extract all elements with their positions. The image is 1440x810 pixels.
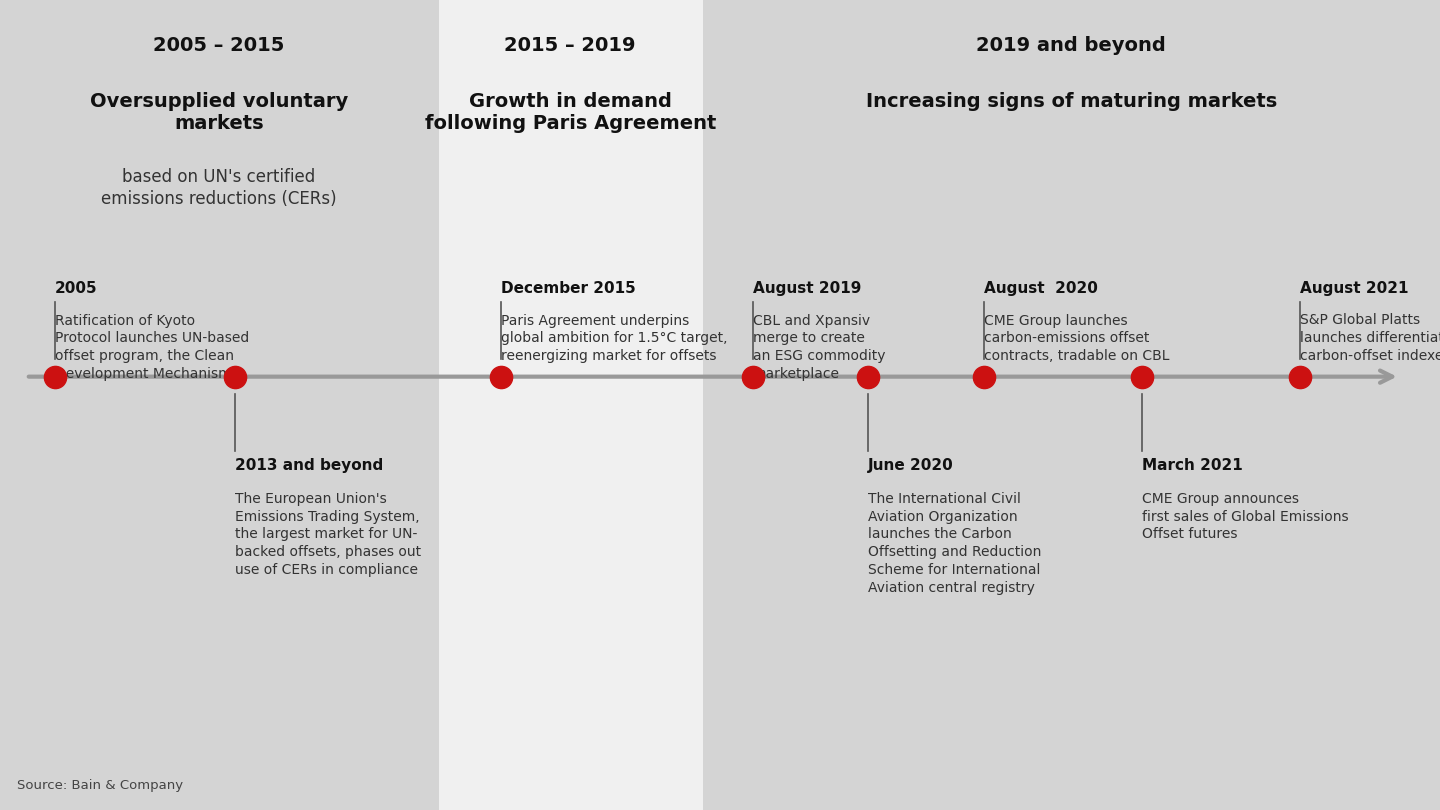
Text: 2015 – 2019: 2015 – 2019 xyxy=(504,36,636,55)
Text: August 2019: August 2019 xyxy=(753,280,861,296)
Text: August  2020: August 2020 xyxy=(984,280,1097,296)
Text: August 2021: August 2021 xyxy=(1300,280,1408,296)
Text: 2005 – 2015: 2005 – 2015 xyxy=(153,36,285,55)
Text: Ratification of Kyoto
Protocol launches UN-based
offset program, the Clean
Devel: Ratification of Kyoto Protocol launches … xyxy=(55,296,249,381)
Text: Growth in demand
following Paris Agreement: Growth in demand following Paris Agreeme… xyxy=(425,92,716,134)
Text: Source: Bain & Company: Source: Bain & Company xyxy=(17,779,183,792)
Bar xyxy=(439,0,703,810)
Text: S&P Global Platts
launches differentiated
carbon-offset indexes: S&P Global Platts launches differentiate… xyxy=(1300,296,1440,363)
Text: June 2020: June 2020 xyxy=(868,458,955,473)
Text: Increasing signs of maturing markets: Increasing signs of maturing markets xyxy=(865,92,1277,110)
Text: Paris Agreement underpins
global ambition for 1.5°C target,
reenergizing market : Paris Agreement underpins global ambitio… xyxy=(501,296,727,363)
Text: March 2021: March 2021 xyxy=(1142,458,1243,473)
Bar xyxy=(703,0,1440,810)
Bar xyxy=(0,0,439,810)
Text: 2005: 2005 xyxy=(55,280,98,296)
Text: Oversupplied voluntary
markets: Oversupplied voluntary markets xyxy=(89,92,348,134)
Text: The European Union's
Emissions Trading System,
the largest market for UN-
backed: The European Union's Emissions Trading S… xyxy=(235,492,420,577)
Text: 2019 and beyond: 2019 and beyond xyxy=(976,36,1166,55)
Text: December 2015: December 2015 xyxy=(501,280,636,296)
Text: The International Civil
Aviation Organization
launches the Carbon
Offsetting and: The International Civil Aviation Organiz… xyxy=(868,492,1041,595)
Text: 2013 and beyond: 2013 and beyond xyxy=(235,458,383,473)
Text: CME Group announces
first sales of Global Emissions
Offset futures: CME Group announces first sales of Globa… xyxy=(1142,492,1348,541)
Text: CBL and Xpansiv
merge to create
an ESG commodity
marketplace: CBL and Xpansiv merge to create an ESG c… xyxy=(753,296,886,381)
Text: based on UN's certified
emissions reductions (CERs): based on UN's certified emissions reduct… xyxy=(101,168,337,208)
Text: CME Group launches
carbon-emissions offset
contracts, tradable on CBL: CME Group launches carbon-emissions offs… xyxy=(984,296,1169,363)
